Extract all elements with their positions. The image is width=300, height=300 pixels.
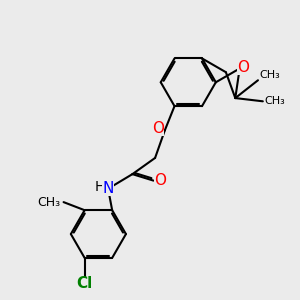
Text: N: N [102, 181, 114, 196]
Text: CH₃: CH₃ [38, 196, 61, 208]
Text: O: O [237, 59, 249, 74]
Text: H: H [95, 180, 105, 194]
Text: O: O [154, 173, 166, 188]
Text: CH₃: CH₃ [264, 96, 285, 106]
Text: CH₃: CH₃ [260, 70, 280, 80]
Text: Cl: Cl [76, 276, 93, 291]
Text: O: O [152, 122, 164, 136]
